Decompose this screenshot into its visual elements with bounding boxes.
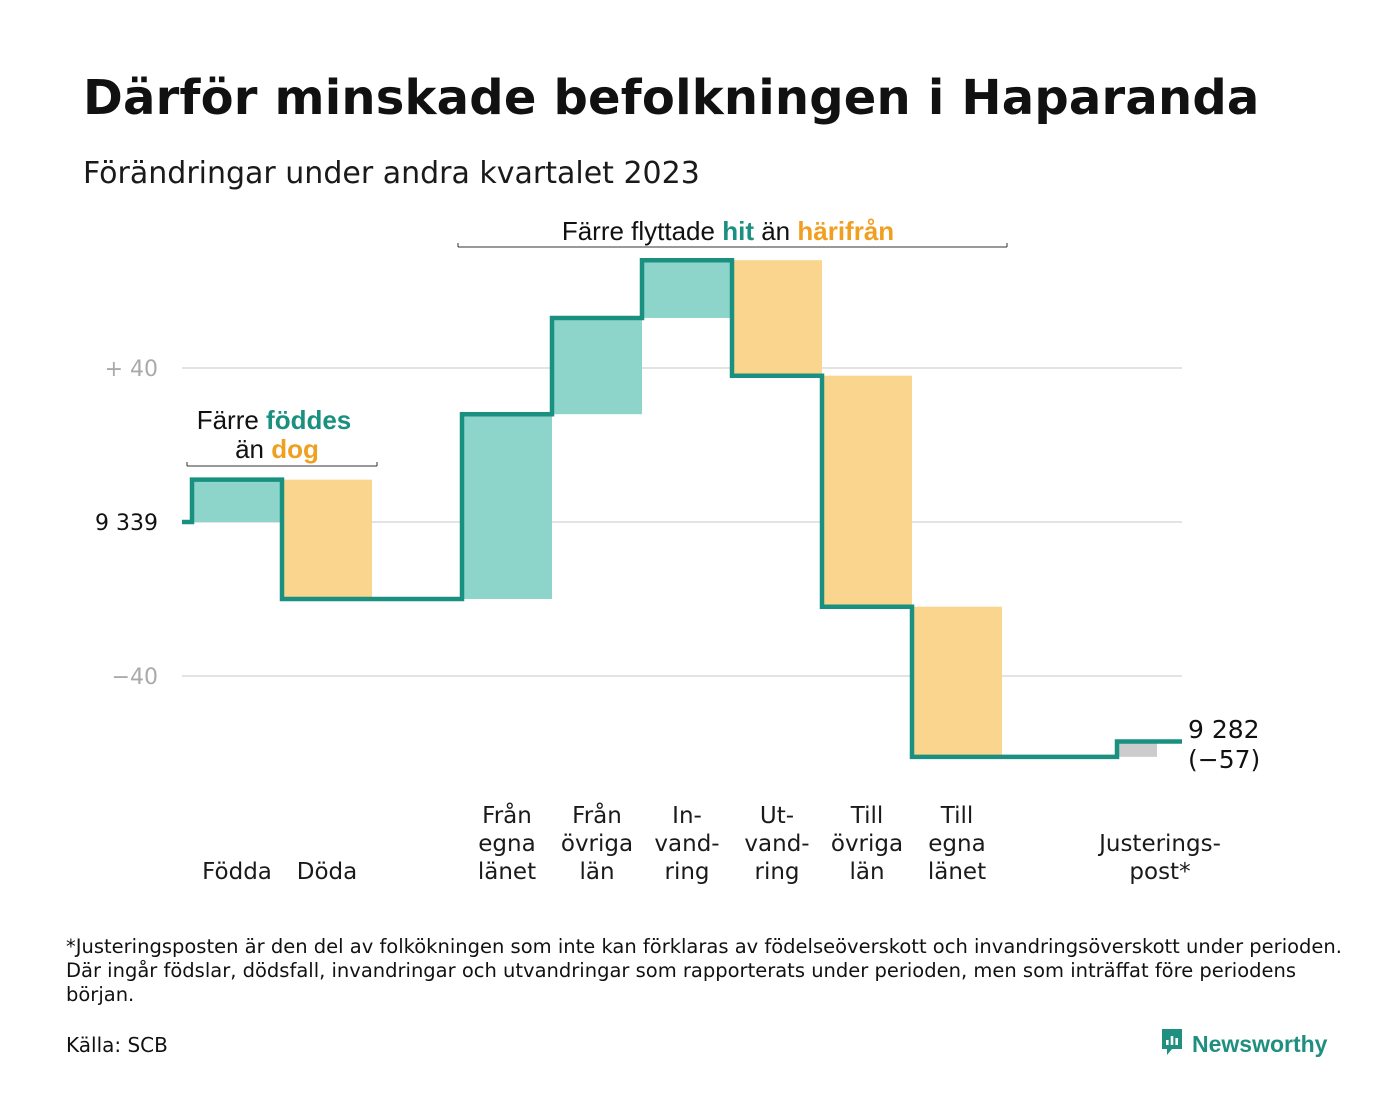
category-label-5-line-1: vand-: [654, 831, 719, 857]
deaths-annotation-plain: än: [235, 434, 271, 464]
bar-8: [912, 606, 1002, 757]
category-label-10-line-0: Justerings-: [1097, 831, 1221, 857]
category-label-8-line-1: egna: [928, 831, 985, 857]
category-label-8-line-0: Till: [940, 803, 974, 829]
category-label-10: Justerings-post*: [1097, 831, 1221, 885]
bar-3: [462, 414, 552, 599]
category-label-4-line-1: övriga: [561, 831, 633, 857]
cumulative-step-line: [182, 257, 1182, 760]
end-value: 9 282: [1188, 715, 1260, 744]
chart-title: Därför minskade befolkningen i Haparanda: [83, 70, 1260, 126]
migration-annotation-highlight1: hit: [722, 216, 754, 246]
logo-text: Newsworthy: [1192, 1030, 1328, 1057]
net-change: (−57): [1188, 745, 1260, 774]
source-credit: Källa: SCB: [66, 1033, 168, 1057]
category-label-5-line-2: ring: [664, 859, 709, 885]
category-label-6-line-1: vand-: [744, 831, 809, 857]
category-label-1-line-0: Döda: [297, 859, 357, 885]
category-label-4: Från övriga län: [561, 801, 633, 885]
category-label-10-line-1: post*: [1129, 859, 1190, 885]
migration-annotation-space: [754, 216, 761, 246]
births-annotation-line2: än dog: [235, 434, 319, 464]
y-tick-label-0: + 40: [105, 357, 158, 382]
category-label-0-line-0: Födda: [202, 859, 272, 885]
category-label-4-line-0: Från: [572, 801, 622, 829]
category-label-6-line-0: Ut-: [760, 803, 794, 829]
category-label-8-line-2: länet: [928, 859, 986, 885]
bar-4: [552, 317, 642, 415]
category-label-3-line-2: länet: [478, 859, 536, 885]
chart-subtitle: Förändringar under andra kvartalet 2023: [83, 156, 700, 191]
category-label-5-line-0: In-: [672, 803, 702, 829]
bar-6: [732, 260, 822, 376]
bar-5: [642, 260, 732, 318]
deaths-annotation-highlight: dog: [271, 434, 319, 464]
category-label-5: In-vand-ring: [654, 803, 719, 885]
newsworthy-logo[interactable]: Newsworthy: [1160, 1027, 1327, 1061]
y-tick-label-2: −40: [112, 665, 158, 690]
category-label-4-line-2: län: [579, 859, 614, 885]
category-label-7-line-0: Till: [850, 803, 884, 829]
category-label-3-line-0: Från: [482, 801, 532, 829]
category-label-7-line-2: län: [849, 859, 884, 885]
migration-annotation: Färre flyttade hit än härifrån: [562, 216, 894, 246]
births-annotation-plain: Färre: [197, 405, 266, 435]
category-label-8: Till egna länet: [928, 803, 986, 885]
y-axis-ticks: + 40 9 339 −40: [95, 357, 158, 690]
category-label-7-line-1: övriga: [831, 831, 903, 857]
bar-chart-speech-bubble-icon: [1160, 1027, 1184, 1061]
migration-annotation-plain2: än: [761, 216, 797, 246]
category-label-3: Från egna länet: [478, 801, 536, 885]
step-line: [182, 257, 1182, 760]
bar-7: [822, 375, 912, 607]
births-annotation-highlight: föddes: [266, 405, 351, 435]
births-annotation-line1: Färre föddes: [197, 405, 352, 435]
migration-annotation-highlight2: härifrån: [797, 216, 894, 246]
y-tick-label-1: 9 339: [95, 511, 158, 536]
end-value-label: 9 282 (−57): [1188, 715, 1260, 774]
category-label-0: Födda: [202, 859, 272, 885]
category-label-6: Ut-vand-ring: [744, 803, 809, 885]
category-label-3-line-1: egna: [478, 831, 535, 857]
migration-annotation-plain1: Färre flyttade: [562, 216, 722, 246]
bar-1: [282, 479, 372, 599]
category-label-7: Till övriga län: [831, 803, 903, 885]
bar-0: [192, 479, 282, 522]
footnote: *Justeringsposten är den del av folkökni…: [66, 935, 1342, 1006]
category-label-1: Döda: [297, 859, 357, 885]
annotations: Färre föddes än dog Färre flyttade hit ä…: [186, 216, 1008, 467]
bar-10: [1117, 741, 1157, 757]
category-label-6-line-2: ring: [754, 859, 799, 885]
waterfall-bars: [192, 260, 1157, 757]
